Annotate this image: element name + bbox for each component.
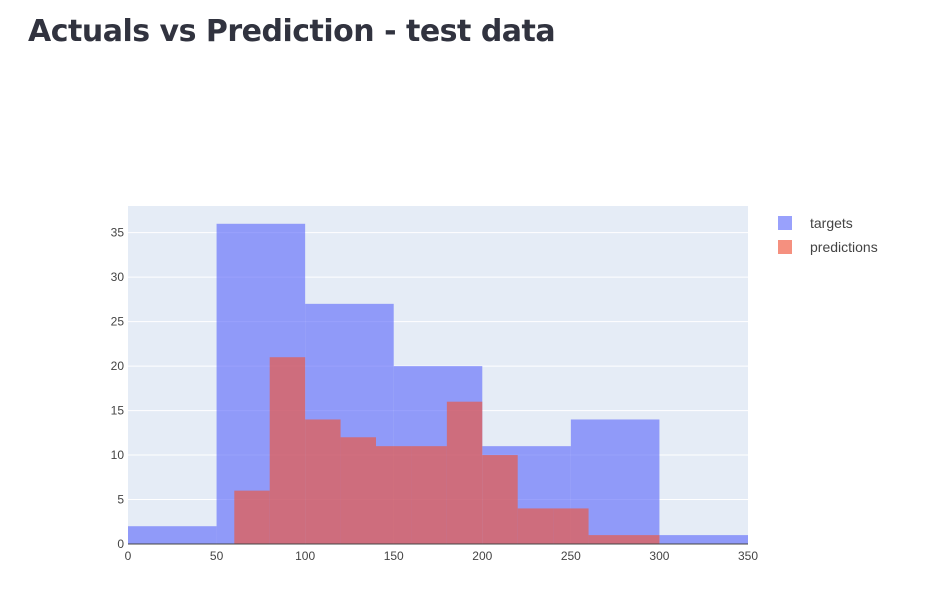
predictions-bar[interactable] [446, 401, 483, 544]
legend[interactable]: targets predictions [778, 215, 878, 255]
y-tick-label: 35 [111, 226, 125, 240]
series-predictions [234, 357, 660, 544]
legend-swatch [778, 240, 792, 254]
predictions-bar[interactable] [269, 357, 306, 544]
page-title: Actuals vs Prediction - test data [28, 14, 556, 49]
legend-label: predictions [810, 239, 878, 255]
y-tick-label: 25 [111, 315, 125, 329]
predictions-bar[interactable] [624, 535, 660, 544]
axis-layer: 0 50 100 150 200 250 300 350 0 5 10 15 20 25 30 35 [111, 226, 759, 563]
x-tick-label: 300 [649, 549, 669, 563]
targets-bar[interactable] [128, 526, 217, 544]
x-tick-label: 50 [210, 549, 224, 563]
predictions-bar[interactable] [411, 446, 447, 544]
legend-item-targets[interactable]: targets [778, 215, 853, 231]
predictions-bar[interactable] [234, 490, 270, 544]
x-tick-label: 350 [738, 549, 758, 563]
legend-swatch [778, 216, 792, 230]
x-tick-label: 200 [472, 549, 492, 563]
predictions-bar[interactable] [376, 446, 412, 544]
legend-item-predictions[interactable]: predictions [778, 239, 878, 255]
predictions-bar[interactable] [305, 419, 341, 544]
y-tick-label: 10 [111, 448, 125, 462]
y-tick-label: 5 [117, 493, 124, 507]
predictions-bar[interactable] [588, 535, 624, 544]
targets-bar[interactable] [659, 535, 748, 544]
legend-label: targets [810, 215, 853, 231]
bars-layer [128, 223, 748, 544]
y-tick-label: 15 [111, 404, 125, 418]
predictions-bar[interactable] [553, 508, 589, 544]
x-tick-label: 0 [125, 549, 132, 563]
y-tick-label: 20 [111, 359, 125, 373]
predictions-bar[interactable] [517, 508, 554, 544]
y-tick-label: 30 [111, 270, 125, 284]
x-tick-label: 100 [295, 549, 315, 563]
x-tick-label: 250 [561, 549, 581, 563]
x-tick-label: 150 [384, 549, 404, 563]
y-tick-label: 0 [117, 537, 124, 551]
predictions-bar[interactable] [340, 437, 376, 544]
predictions-bar[interactable] [482, 455, 518, 544]
